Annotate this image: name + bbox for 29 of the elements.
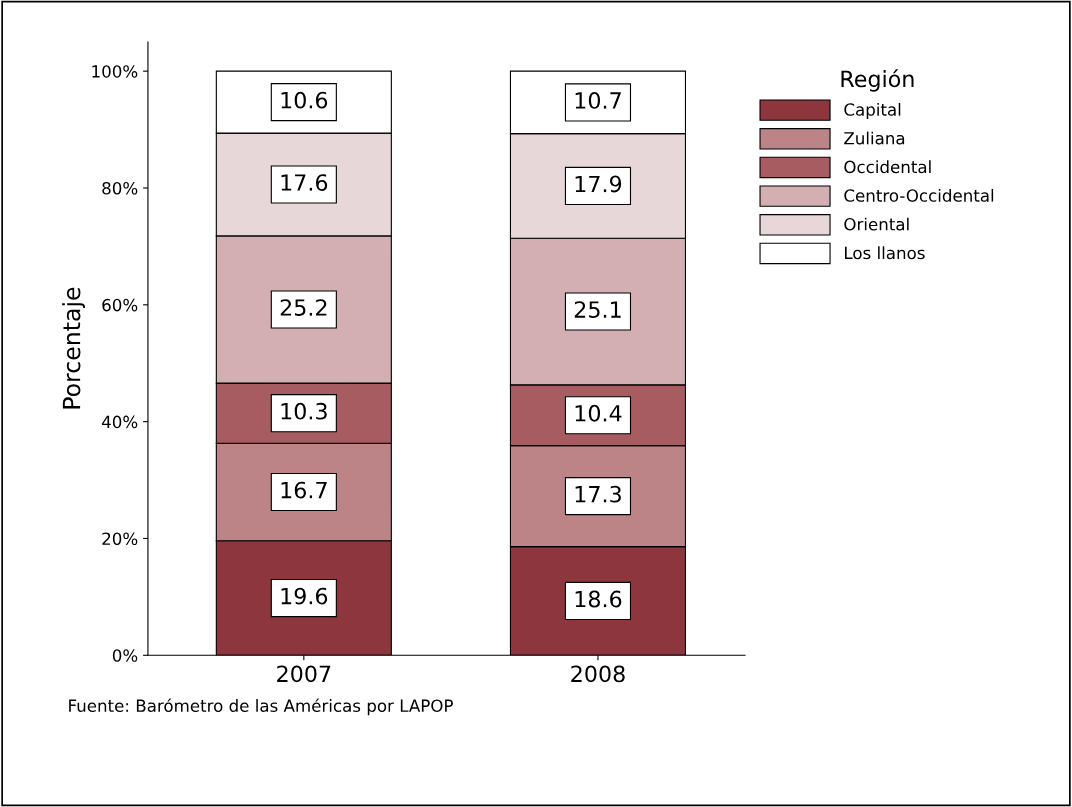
- y-tick-label: 0%: [112, 649, 138, 662]
- legend-label: Los llanos: [845, 246, 925, 260]
- x-tick-label: 2007: [277, 665, 331, 683]
- y-tick-label: 80%: [102, 181, 138, 195]
- x-tick-label: 2008: [571, 665, 625, 683]
- y-tick-label: 100%: [92, 65, 138, 78]
- source-note: Fuente: Barómetro de las Américas por LAPOP: [69, 698, 453, 716]
- legend-label: Zuliana: [844, 131, 905, 145]
- data-label: 25.2: [280, 299, 327, 316]
- y-tick-label: 40%: [101, 415, 138, 429]
- legend-label: Oriental: [844, 217, 909, 231]
- data-label: 10.7: [575, 92, 621, 109]
- data-label: 25.1: [574, 301, 621, 318]
- data-label: 18.6: [575, 590, 622, 608]
- legend-label: Centro-Occidental: [844, 188, 994, 202]
- y-axis-title: Porcentaje: [62, 287, 86, 409]
- legend-label: Capital: [844, 102, 901, 120]
- data-label: 10.4: [575, 404, 622, 422]
- y-tick-label: 20%: [102, 532, 138, 546]
- y-tick-label: 60%: [102, 298, 138, 312]
- legend-title: Región: [841, 69, 914, 92]
- data-label: 16.7: [281, 481, 327, 499]
- data-label: 17.6: [281, 174, 328, 191]
- data-label: 17.9: [575, 175, 622, 193]
- legend-label: Occidental: [844, 160, 931, 174]
- data-label: 10.3: [281, 402, 327, 420]
- data-label: 17.3: [575, 485, 621, 503]
- data-label: 19.6: [281, 587, 328, 605]
- data-label: 10.6: [281, 91, 328, 109]
